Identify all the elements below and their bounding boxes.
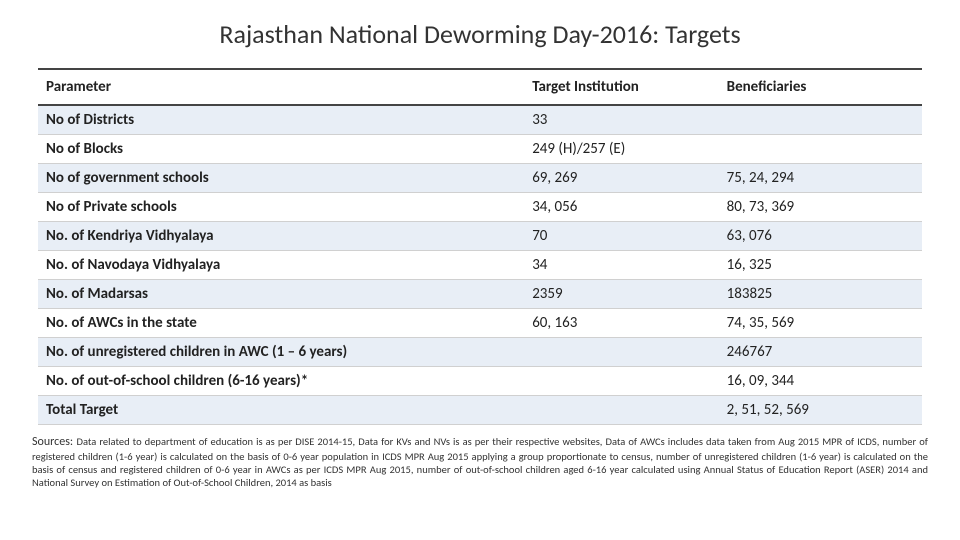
table-header-row: Parameter Target Institution Beneficiari… <box>38 69 922 105</box>
table-row: No of Districts33 <box>38 105 922 135</box>
cell-parameter: No of government schools <box>38 164 524 193</box>
table-row: No. of AWCs in the state60, 16374, 35, 5… <box>38 309 922 338</box>
table-row: No of government schools69, 26975, 24, 2… <box>38 164 922 193</box>
cell-target-institution <box>524 367 718 396</box>
table-row: No. of unregistered children in AWC (1 –… <box>38 338 922 367</box>
cell-beneficiaries: 183825 <box>719 280 922 309</box>
table-wrap: Parameter Target Institution Beneficiari… <box>28 68 932 425</box>
slide-container: Rajasthan National Deworming Day-2016: T… <box>0 0 960 540</box>
cell-beneficiaries: 74, 35, 569 <box>719 309 922 338</box>
table-row: No. of Kendriya Vidhyalaya7063, 076 <box>38 222 922 251</box>
table-row: No. of out-of-school children (6-16 year… <box>38 367 922 396</box>
col-header-parameter: Parameter <box>38 69 524 105</box>
cell-target-institution: 249 (H)/257 (E) <box>524 135 718 164</box>
cell-target-institution: 69, 269 <box>524 164 718 193</box>
cell-parameter: No. of out-of-school children (6-16 year… <box>38 367 524 396</box>
table-row: No. of Navodaya Vidhyalaya3416, 325 <box>38 251 922 280</box>
cell-parameter: No of Blocks <box>38 135 524 164</box>
cell-beneficiaries: 16, 325 <box>719 251 922 280</box>
cell-parameter: No. of Kendriya Vidhyalaya <box>38 222 524 251</box>
targets-table: Parameter Target Institution Beneficiari… <box>38 68 922 425</box>
table-body: No of Districts33No of Blocks249 (H)/257… <box>38 105 922 425</box>
cell-target-institution: 33 <box>524 105 718 135</box>
page-title: Rajasthan National Deworming Day-2016: T… <box>28 18 932 50</box>
cell-parameter: No of Private schools <box>38 193 524 222</box>
table-row: No. of Madarsas2359183825 <box>38 280 922 309</box>
cell-parameter: Total Target <box>38 396 524 425</box>
cell-beneficiaries: 2, 51, 52, 569 <box>719 396 922 425</box>
cell-beneficiaries: 75, 24, 294 <box>719 164 922 193</box>
cell-target-institution: 34 <box>524 251 718 280</box>
cell-beneficiaries <box>719 135 922 164</box>
cell-parameter: No. of unregistered children in AWC (1 –… <box>38 338 524 367</box>
sources-lead: Sources: <box>32 435 77 449</box>
cell-beneficiaries: 16, 09, 344 <box>719 367 922 396</box>
cell-target-institution: 34, 056 <box>524 193 718 222</box>
col-header-target-institution: Target Institution <box>524 69 718 105</box>
cell-beneficiaries: 80, 73, 369 <box>719 193 922 222</box>
col-header-beneficiaries: Beneficiaries <box>719 69 922 105</box>
cell-parameter: No of Districts <box>38 105 524 135</box>
table-row: No of Private schools34, 05680, 73, 369 <box>38 193 922 222</box>
cell-target-institution <box>524 396 718 425</box>
cell-target-institution: 2359 <box>524 280 718 309</box>
cell-beneficiaries: 63, 076 <box>719 222 922 251</box>
cell-target-institution: 60, 163 <box>524 309 718 338</box>
table-row: Total Target 2, 51, 52, 569 <box>38 396 922 425</box>
cell-parameter: No. of AWCs in the state <box>38 309 524 338</box>
table-row: No of Blocks249 (H)/257 (E) <box>38 135 922 164</box>
cell-beneficiaries: 246767 <box>719 338 922 367</box>
sources-note: Sources: Data related to department of e… <box>28 435 932 489</box>
cell-parameter: No. of Madarsas <box>38 280 524 309</box>
cell-beneficiaries <box>719 105 922 135</box>
cell-parameter: No. of Navodaya Vidhyalaya <box>38 251 524 280</box>
cell-target-institution: 70 <box>524 222 718 251</box>
sources-text: Data related to department of education … <box>32 435 928 489</box>
cell-target-institution <box>524 338 718 367</box>
